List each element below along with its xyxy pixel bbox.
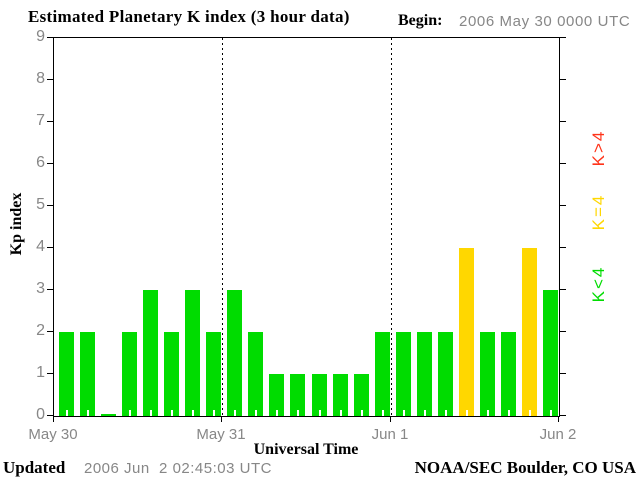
x-axis-tick-label: May 31 [196,426,246,443]
x-axis-tick-label: Jun 2 [539,426,577,443]
kp-bar [501,332,516,416]
y-axis-tick-right [560,37,566,38]
x-axis-tick [221,417,222,422]
x-axis-minor-tick [254,410,257,416]
y-axis-tick-label: 6 [36,154,45,171]
updated-label: Updated [3,458,66,477]
y-axis-tick-label: 9 [36,28,45,45]
y-axis-tick [47,247,53,248]
x-axis-minor-tick [191,410,194,416]
y-axis-tick [47,205,53,206]
kp-bar [143,290,158,416]
y-axis-tick-label: 4 [36,238,45,255]
kp-bar [269,374,284,416]
kp-bar [80,332,95,416]
x-axis-minor-tick [423,410,426,416]
x-axis-minor-tick [381,410,384,416]
y-axis-tick-label: 8 [36,70,45,87]
y-axis-tick-label: 5 [36,196,45,213]
y-axis-tick-right [560,79,566,80]
updated-value: 2006 Jun 2 02:45:03 UTC [84,460,272,477]
x-axis-tick-label: Jun 1 [371,426,409,443]
kp-bar [459,248,474,416]
legend-label-k-above-4: K>4 [589,129,608,167]
y-axis-tick-right [560,331,566,332]
y-axis-tick-right [560,289,566,290]
y-axis-tick [47,37,53,38]
x-axis-minor-tick [444,410,447,416]
kp-bar [396,332,411,416]
x-axis-minor-tick [170,410,173,416]
x-axis-minor-tick [339,410,342,416]
kp-bar [375,332,390,416]
kp-bar [122,332,137,416]
y-axis-tick-label: 7 [36,112,45,129]
y-axis-tick-right [560,121,566,122]
y-axis-tick-label: 1 [36,364,45,381]
begin-value: 2006 May 30 0000 UTC [459,13,631,30]
x-axis-minor-tick [318,410,321,416]
x-axis-title: Universal Time [253,441,359,458]
x-axis-minor-tick [212,410,215,416]
kp-bar [101,414,116,416]
y-axis-tick-label: 3 [36,280,45,297]
x-axis-minor-tick [486,410,489,416]
y-axis-tick [47,163,53,164]
kp-bar [480,332,495,416]
kp-bar [438,332,453,416]
y-axis-tick-label: 2 [36,322,45,339]
kp-bar [417,332,432,416]
credit-label: NOAA/SEC Boulder, CO USA [414,458,636,477]
y-axis-tick-label: 0 [36,406,45,423]
x-axis-minor-tick [549,410,552,416]
y-axis-tick [47,289,53,290]
day-separator-line [222,38,223,416]
kp-bar [248,332,263,416]
x-axis-minor-tick [233,410,236,416]
kp-bar [543,290,558,416]
y-axis-tick [47,79,53,80]
chart-title: Estimated Planetary K index (3 hour data… [28,7,350,26]
y-axis-tick [47,415,53,416]
x-axis-minor-tick [507,410,510,416]
x-axis-minor-tick [528,410,531,416]
y-axis-tick [47,373,53,374]
kp-bar [312,374,327,416]
y-axis-tick-right [560,247,566,248]
kp-bar [206,332,221,416]
legend-label-k-equal-4: K=4 [589,193,608,231]
kp-bar [354,374,369,416]
kp-bar [185,290,200,416]
y-axis-tick-right [560,205,566,206]
x-axis-minor-tick [275,410,278,416]
y-axis-tick-right [560,163,566,164]
x-axis-minor-tick [149,410,152,416]
kp-bar [333,374,348,416]
y-axis-tick-right [560,373,566,374]
kp-bar [290,374,305,416]
y-axis-tick-right [560,415,566,416]
x-axis-minor-tick [465,410,468,416]
day-separator-line [391,38,392,416]
y-axis-tick [47,331,53,332]
x-axis-minor-tick [360,410,363,416]
x-axis-tick [558,417,559,422]
x-axis-tick [53,417,54,422]
x-axis-tick [390,417,391,422]
x-axis-tick-label: May 30 [28,426,78,443]
x-axis-minor-tick [128,410,131,416]
x-axis-minor-tick [65,410,68,416]
begin-label: Begin: [398,12,443,29]
x-axis-minor-tick [86,410,89,416]
plot-area [53,37,560,417]
y-axis-tick [47,121,53,122]
x-axis-minor-tick [296,410,299,416]
legend-label-k-below-4: K<4 [589,265,608,303]
kp-bar [227,290,242,416]
kp-bar [59,332,74,416]
kp-bar [522,248,537,416]
x-axis-minor-tick [402,410,405,416]
kp-bar [164,332,179,416]
